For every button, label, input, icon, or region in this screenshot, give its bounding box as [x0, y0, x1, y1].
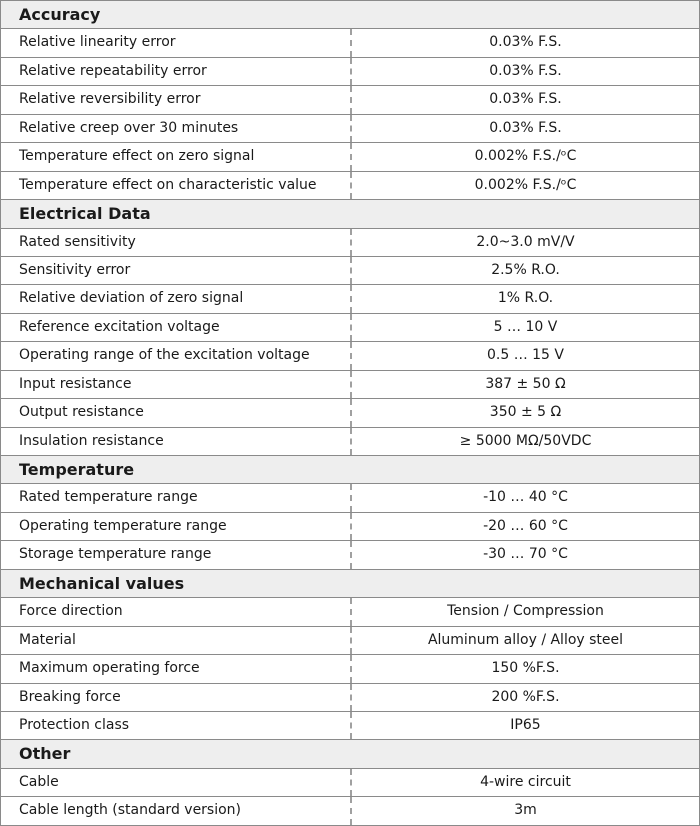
parameter-value: 2.5% R.O.: [491, 261, 560, 278]
parameter-value: ≥ 5000 MΩ/50VDC: [459, 432, 592, 449]
table-row: Relative linearity error 0.03% F.S.: [1, 29, 699, 58]
table-row: Maximum operating force 150 %F.S.: [1, 655, 699, 684]
parameter-value: -30 … 70 °C: [483, 546, 568, 563]
section-header: Electrical Data: [1, 200, 699, 229]
table-row: Temperature effect on characteristic val…: [1, 171, 699, 201]
parameter-value: 150 %F.S.: [491, 660, 560, 677]
table-row: Relative reversibility error 0.03% F.S.: [1, 86, 699, 115]
parameter-value: 3m: [514, 802, 537, 819]
table-row: Rated temperature range -10 … 40 °C: [1, 484, 699, 513]
table-row: Input resistance 387 ± 50 Ω: [1, 370, 699, 400]
parameter-name: Storage temperature range: [1, 541, 352, 569]
table-row: Storage temperature range -30 … 70 °C: [1, 541, 699, 570]
parameter-value: 200 %F.S.: [491, 688, 560, 705]
table-row: Output resistance 350 ± 5 Ω: [1, 399, 699, 428]
parameter-name: Breaking force: [1, 683, 352, 711]
parameter-name: Cable: [1, 768, 352, 797]
section-header: Temperature: [1, 456, 699, 485]
table-row: Reference excitation voltage 5 … 10 V: [1, 313, 699, 343]
section-header: Accuracy: [1, 1, 699, 30]
parameter-value: 0.002% F.S./ᵒC: [474, 148, 577, 165]
section-header: Other: [1, 740, 699, 769]
table-row: Relative repeatability error 0.03% F.S.: [1, 57, 699, 87]
section-header: Mechanical values: [1, 569, 699, 599]
parameter-name: Operating temperature range: [1, 512, 352, 541]
parameter-name: Cable length (standard version): [1, 797, 352, 825]
parameter-name: Operating range of the excitation voltag…: [1, 342, 352, 370]
parameter-value: 0.03% F.S.: [489, 34, 562, 51]
parameter-name: Temperature effect on zero signal: [1, 143, 352, 171]
parameter-value: 5 … 10 V: [493, 318, 558, 335]
parameter-name: Output resistance: [1, 399, 352, 427]
parameter-value: 4-wire circuit: [480, 773, 571, 790]
table-row: Cable 4-wire circuit: [1, 768, 699, 798]
parameter-value: -10 … 40 °C: [483, 489, 568, 506]
parameter-value: 0.5 … 15 V: [486, 347, 564, 364]
table-row: Relative deviation of zero signal 1% R.O.: [1, 285, 699, 314]
parameter-name: Force direction: [1, 598, 352, 626]
parameter-value: 0.03% F.S.: [489, 62, 562, 79]
parameter-value: 387 ± 50 Ω: [485, 375, 566, 392]
parameter-value: 2.0~3.0 mV/V: [476, 233, 575, 250]
parameter-name: Sensitivity error: [1, 256, 352, 285]
table-row: Temperature effect on zero signal 0.002% …: [1, 143, 699, 172]
table-row: Cable length (standard version) 3m: [1, 797, 699, 826]
parameter-value: 0.03% F.S.: [489, 91, 562, 108]
parameter-name: Material: [1, 626, 352, 655]
parameter-value: Tension / Compression: [447, 603, 604, 620]
parameter-name: Rated sensitivity: [1, 228, 352, 256]
table-row: Operating range of the excitation voltag…: [1, 342, 699, 371]
table-row: Rated sensitivity 2.0~3.0 mV/V: [1, 228, 699, 257]
parameter-name: Input resistance: [1, 370, 352, 399]
table-row: Force direction Tension / Compression: [1, 598, 699, 627]
parameter-name: Relative creep over 30 minutes: [1, 114, 352, 143]
table-row: Sensitivity error 2.5% R.O.: [1, 256, 699, 286]
parameter-name: Relative reversibility error: [1, 86, 352, 114]
parameter-value: 0.03% F.S.: [489, 119, 562, 136]
parameter-name: Protection class: [1, 711, 352, 740]
parameter-name: Insulation resistance: [1, 427, 352, 455]
parameter-value: -20 … 60 °C: [483, 517, 568, 534]
parameter-name: Reference excitation voltage: [1, 313, 352, 342]
parameter-name: Rated temperature range: [1, 484, 352, 512]
table-row: Operating temperature range -20 … 60 °C: [1, 512, 699, 542]
parameter-value: Aluminum alloy / Alloy steel: [427, 631, 624, 648]
parameter-name: Temperature effect on characteristic val…: [1, 171, 352, 200]
table-row: Relative creep over 30 minutes 0.03% F.S.: [1, 114, 699, 144]
table-row: Material Aluminum alloy / Alloy steel: [1, 626, 699, 656]
parameter-value: 0.002% F.S./ᵒC: [474, 176, 577, 193]
parameter-value: IP65: [510, 716, 541, 733]
table-row: Protection class IP65: [1, 711, 699, 741]
parameter-value: 350 ± 5 Ω: [489, 404, 562, 421]
parameter-name: Relative deviation of zero signal: [1, 285, 352, 313]
parameter-name: Relative repeatability error: [1, 57, 352, 86]
parameter-value: 1% R.O.: [497, 290, 554, 307]
parameter-name: Maximum operating force: [1, 655, 352, 683]
table-row: Breaking force 200 %F.S.: [1, 683, 699, 712]
parameter-name: Relative linearity error: [1, 29, 352, 57]
table-row: Insulation resistance ≥ 5000 MΩ/50VDC: [1, 427, 699, 456]
